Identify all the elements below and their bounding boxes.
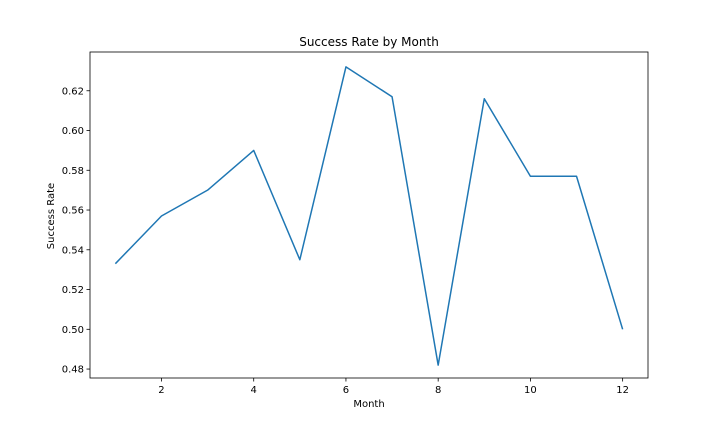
y-axis-label: Success Rate [46,183,57,249]
x-tick-label: 4 [251,385,257,396]
y-tick-label: 0.60 [62,126,84,137]
x-tick-label: 2 [158,385,164,396]
y-tick-label: 0.50 [62,325,84,336]
x-axis-label: Month [353,399,384,410]
y-tick-label: 0.56 [62,206,84,217]
plot-frame [89,51,649,379]
y-tick-label: 0.48 [62,365,84,376]
y-tick-label: 0.54 [62,245,84,256]
x-tick-label: 6 [343,385,349,396]
chart-title: Success Rate by Month [299,35,439,49]
y-tick-label: 0.62 [62,86,84,97]
y-tick-label: 0.58 [62,166,84,177]
x-tick-label: 10 [524,385,537,396]
x-tick-label: 8 [435,385,441,396]
series-line-0 [114,66,624,366]
plot-area: 2 4 6 8 10 12 0.48 0.50 0.52 0.54 0.56 0.58 0.60 0.62 [62,51,649,396]
y-tick-label: 0.52 [62,285,84,296]
x-tick-label: 12 [616,385,629,396]
